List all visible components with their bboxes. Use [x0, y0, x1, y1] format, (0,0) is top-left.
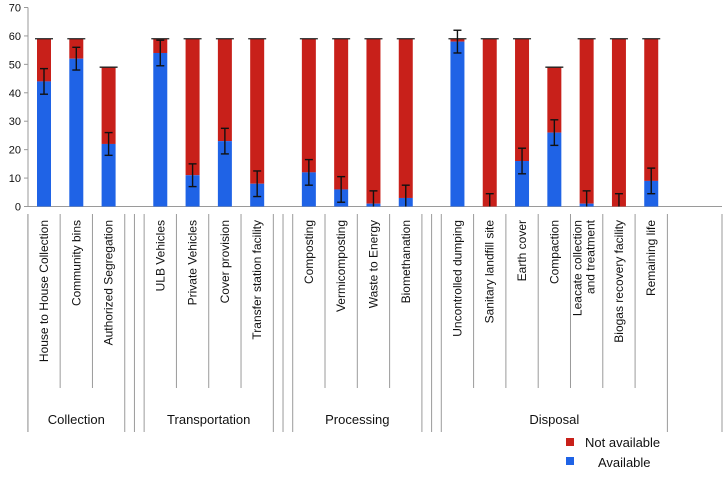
bar-available	[101, 143, 116, 207]
y-tick-label: 60	[9, 31, 21, 43]
y-tick-label: 30	[9, 116, 21, 128]
bar-not-available	[217, 38, 232, 142]
bar-available	[217, 141, 232, 207]
bar-not-available	[547, 67, 562, 133]
legend-swatch-not-available	[566, 438, 574, 446]
category-label: Compaction	[547, 220, 561, 284]
bar-not-available	[366, 38, 381, 204]
category-label: Vermicomposting	[334, 220, 348, 312]
group-label: Collection	[48, 412, 105, 427]
group-label: Transportation	[167, 412, 250, 427]
y-tick-label: 20	[9, 145, 21, 157]
category-label: Biomethanation	[399, 220, 413, 303]
category-label: Leacate collectionand treatment	[571, 219, 598, 316]
category-label: Uncontrolled dumping	[450, 220, 464, 337]
bar-not-available	[250, 38, 265, 184]
bar-available	[185, 175, 200, 207]
category-label: Remaining life	[644, 220, 658, 296]
bar-not-available	[334, 38, 349, 190]
group-labels: Collection Transportation Processing Dispos…	[48, 412, 580, 427]
y-tick-label: 40	[9, 88, 21, 100]
bar-not-available	[515, 38, 530, 162]
bar-not-available	[101, 67, 116, 144]
legend-label-available: Available	[598, 455, 651, 470]
category-label: Sanitary landfill site	[483, 220, 497, 324]
category-label: Private Vehicles	[186, 220, 200, 305]
category-label: Cover provision	[218, 220, 232, 303]
bar-available	[547, 132, 562, 207]
category-label: Waste to Energy	[366, 220, 380, 308]
category-label: Earth cover	[515, 220, 529, 281]
category-label: ULB Vehicles	[153, 220, 167, 291]
bar-not-available	[644, 38, 659, 181]
category-label: Community bins	[69, 220, 83, 306]
legend-label-not-available: Not available	[585, 435, 660, 450]
category-labels: House to House Collection Community bins A…	[37, 219, 658, 362]
legend: Not available Available	[566, 435, 660, 470]
y-tick-label: 0	[15, 202, 21, 214]
bars	[35, 29, 661, 207]
y-tick-label: 50	[9, 59, 21, 71]
axes: 0 10 20 30 40 50 60 70	[9, 3, 723, 432]
bar-not-available	[482, 38, 497, 207]
category-label: House to House Collection	[37, 220, 51, 362]
category-label: Transfer station facility	[250, 220, 264, 340]
category-label: Authorized Segregation	[102, 220, 116, 345]
group-label: Disposal	[529, 412, 579, 427]
bar-available	[69, 58, 84, 207]
bar-available	[515, 161, 530, 207]
bar-not-available	[611, 38, 626, 207]
category-label: Composting	[302, 220, 316, 284]
bar-not-available	[37, 38, 51, 82]
bar-available	[153, 52, 168, 207]
y-tick-label: 10	[9, 173, 21, 185]
category-label: Biogas recovery facility	[612, 220, 626, 343]
legend-swatch-available	[566, 457, 574, 465]
bar-not-available	[185, 38, 200, 176]
bar-not-available	[579, 38, 594, 204]
bar-available	[450, 41, 465, 207]
y-tick-label: 70	[9, 3, 21, 15]
bar-available	[301, 172, 316, 207]
bar-not-available	[398, 38, 413, 198]
bar-not-available	[301, 38, 316, 173]
bar-available	[37, 81, 51, 207]
group-label: Processing	[325, 412, 389, 427]
